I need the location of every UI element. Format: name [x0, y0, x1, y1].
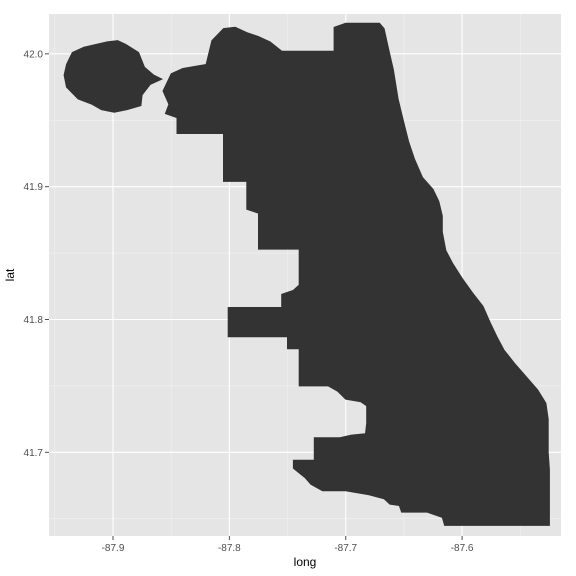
x-tick-label: -87.6 [451, 543, 474, 554]
region-ohare-area [63, 40, 164, 113]
x-axis-title: long [294, 555, 317, 569]
region-main-city [162, 22, 550, 526]
axis-tick-labels: -87.9 -87.8 -87.7 -87.6 41.7 41.8 41.9 42.0 [24, 49, 474, 554]
x-tick-label: -87.9 [102, 543, 125, 554]
x-tick-label: -87.8 [218, 543, 241, 554]
y-tick-label: 41.7 [24, 448, 44, 459]
y-tick-label: 41.9 [24, 182, 44, 193]
city-regions [63, 22, 550, 526]
y-tick-label: 41.8 [24, 315, 44, 326]
x-tick-label: -87.7 [334, 543, 357, 554]
y-tick-label: 42.0 [24, 49, 44, 60]
y-axis-title: lat [3, 268, 17, 281]
axis-ticks [45, 53, 463, 540]
